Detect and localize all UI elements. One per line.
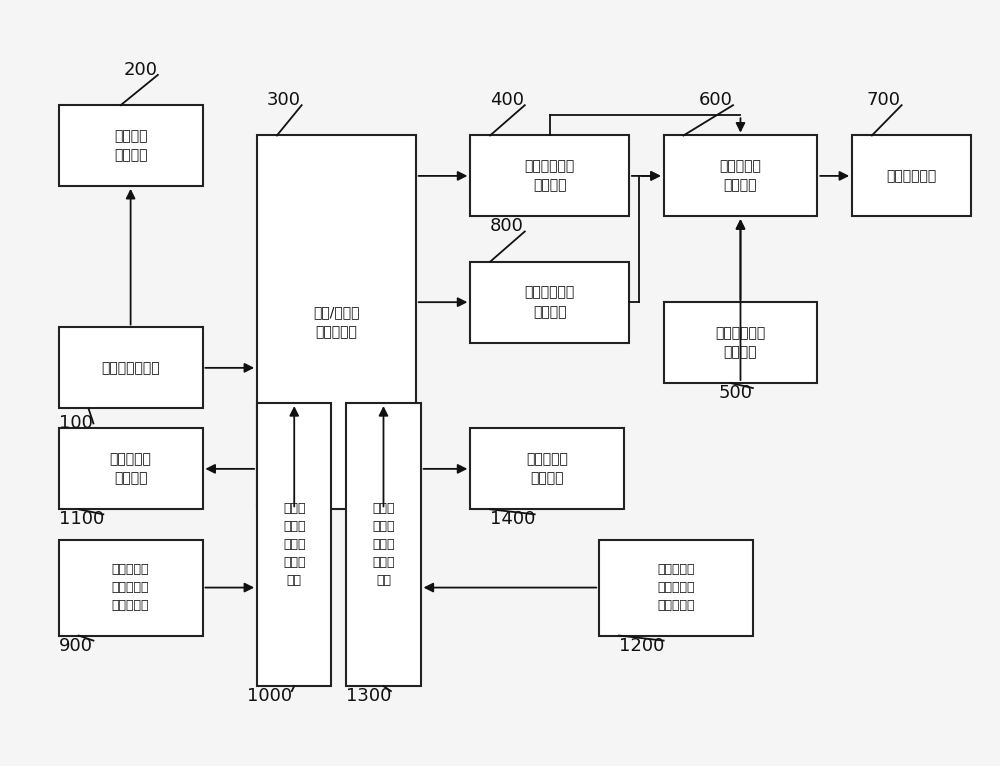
Bar	[664, 302, 817, 383]
Bar	[470, 262, 629, 342]
Text: 800: 800	[490, 218, 524, 235]
Text: 100: 100	[59, 414, 93, 433]
Text: 跳位监视回路: 跳位监视回路	[886, 169, 937, 183]
Bar	[346, 403, 421, 686]
Text: 600: 600	[698, 91, 732, 109]
Bar	[599, 539, 753, 636]
Bar	[59, 539, 203, 636]
Text: 保护合闸开入
启动回路: 保护合闸开入 启动回路	[715, 326, 766, 359]
Text: 400: 400	[490, 91, 524, 109]
Text: 测控分合闸回路: 测控分合闸回路	[101, 361, 160, 375]
Bar	[852, 136, 971, 216]
Text: 1300: 1300	[346, 687, 392, 705]
Bar	[257, 136, 416, 509]
Bar	[470, 136, 629, 216]
Text: 1100: 1100	[59, 510, 104, 529]
Bar	[59, 327, 203, 408]
Bar	[470, 428, 624, 509]
Text: 300: 300	[267, 91, 301, 109]
Text: 1000: 1000	[247, 687, 292, 705]
Text: 合闸开出及
保持回路: 合闸开出及 保持回路	[720, 159, 761, 193]
Text: 第一组合位
监视回路: 第一组合位 监视回路	[110, 452, 152, 486]
Text: 1400: 1400	[490, 510, 535, 529]
Text: 第一组分相
保护跳闸开
入启动回路: 第一组分相 保护跳闸开 入启动回路	[112, 563, 149, 612]
Text: 手动分闸开入
启动回路: 手动分闸开入 启动回路	[524, 286, 575, 319]
Text: 第二组合位
监视回路: 第二组合位 监视回路	[526, 452, 568, 486]
Bar	[257, 403, 331, 686]
Text: 900: 900	[59, 637, 93, 655]
Text: 手合手分
置位回路: 手合手分 置位回路	[114, 129, 147, 162]
Text: 选相/非选相
分合闸回路: 选相/非选相 分合闸回路	[313, 306, 360, 339]
Text: 第二组
分相跳
闸开出
及保持
回路: 第二组 分相跳 闸开出 及保持 回路	[372, 502, 395, 587]
Text: 第一组
分相跳
闸开出
及保持
回路: 第一组 分相跳 闸开出 及保持 回路	[283, 502, 305, 587]
Text: 第二组分相
保护跳闸开
入启动回路: 第二组分相 保护跳闸开 入启动回路	[657, 563, 695, 612]
Text: 手动合闸开入
启动回路: 手动合闸开入 启动回路	[524, 159, 575, 193]
Bar	[59, 105, 203, 186]
Bar	[664, 136, 817, 216]
Text: 200: 200	[123, 61, 157, 79]
Text: 1200: 1200	[619, 637, 664, 655]
Text: 500: 500	[718, 384, 752, 402]
Bar	[59, 428, 203, 509]
Text: 700: 700	[867, 91, 901, 109]
